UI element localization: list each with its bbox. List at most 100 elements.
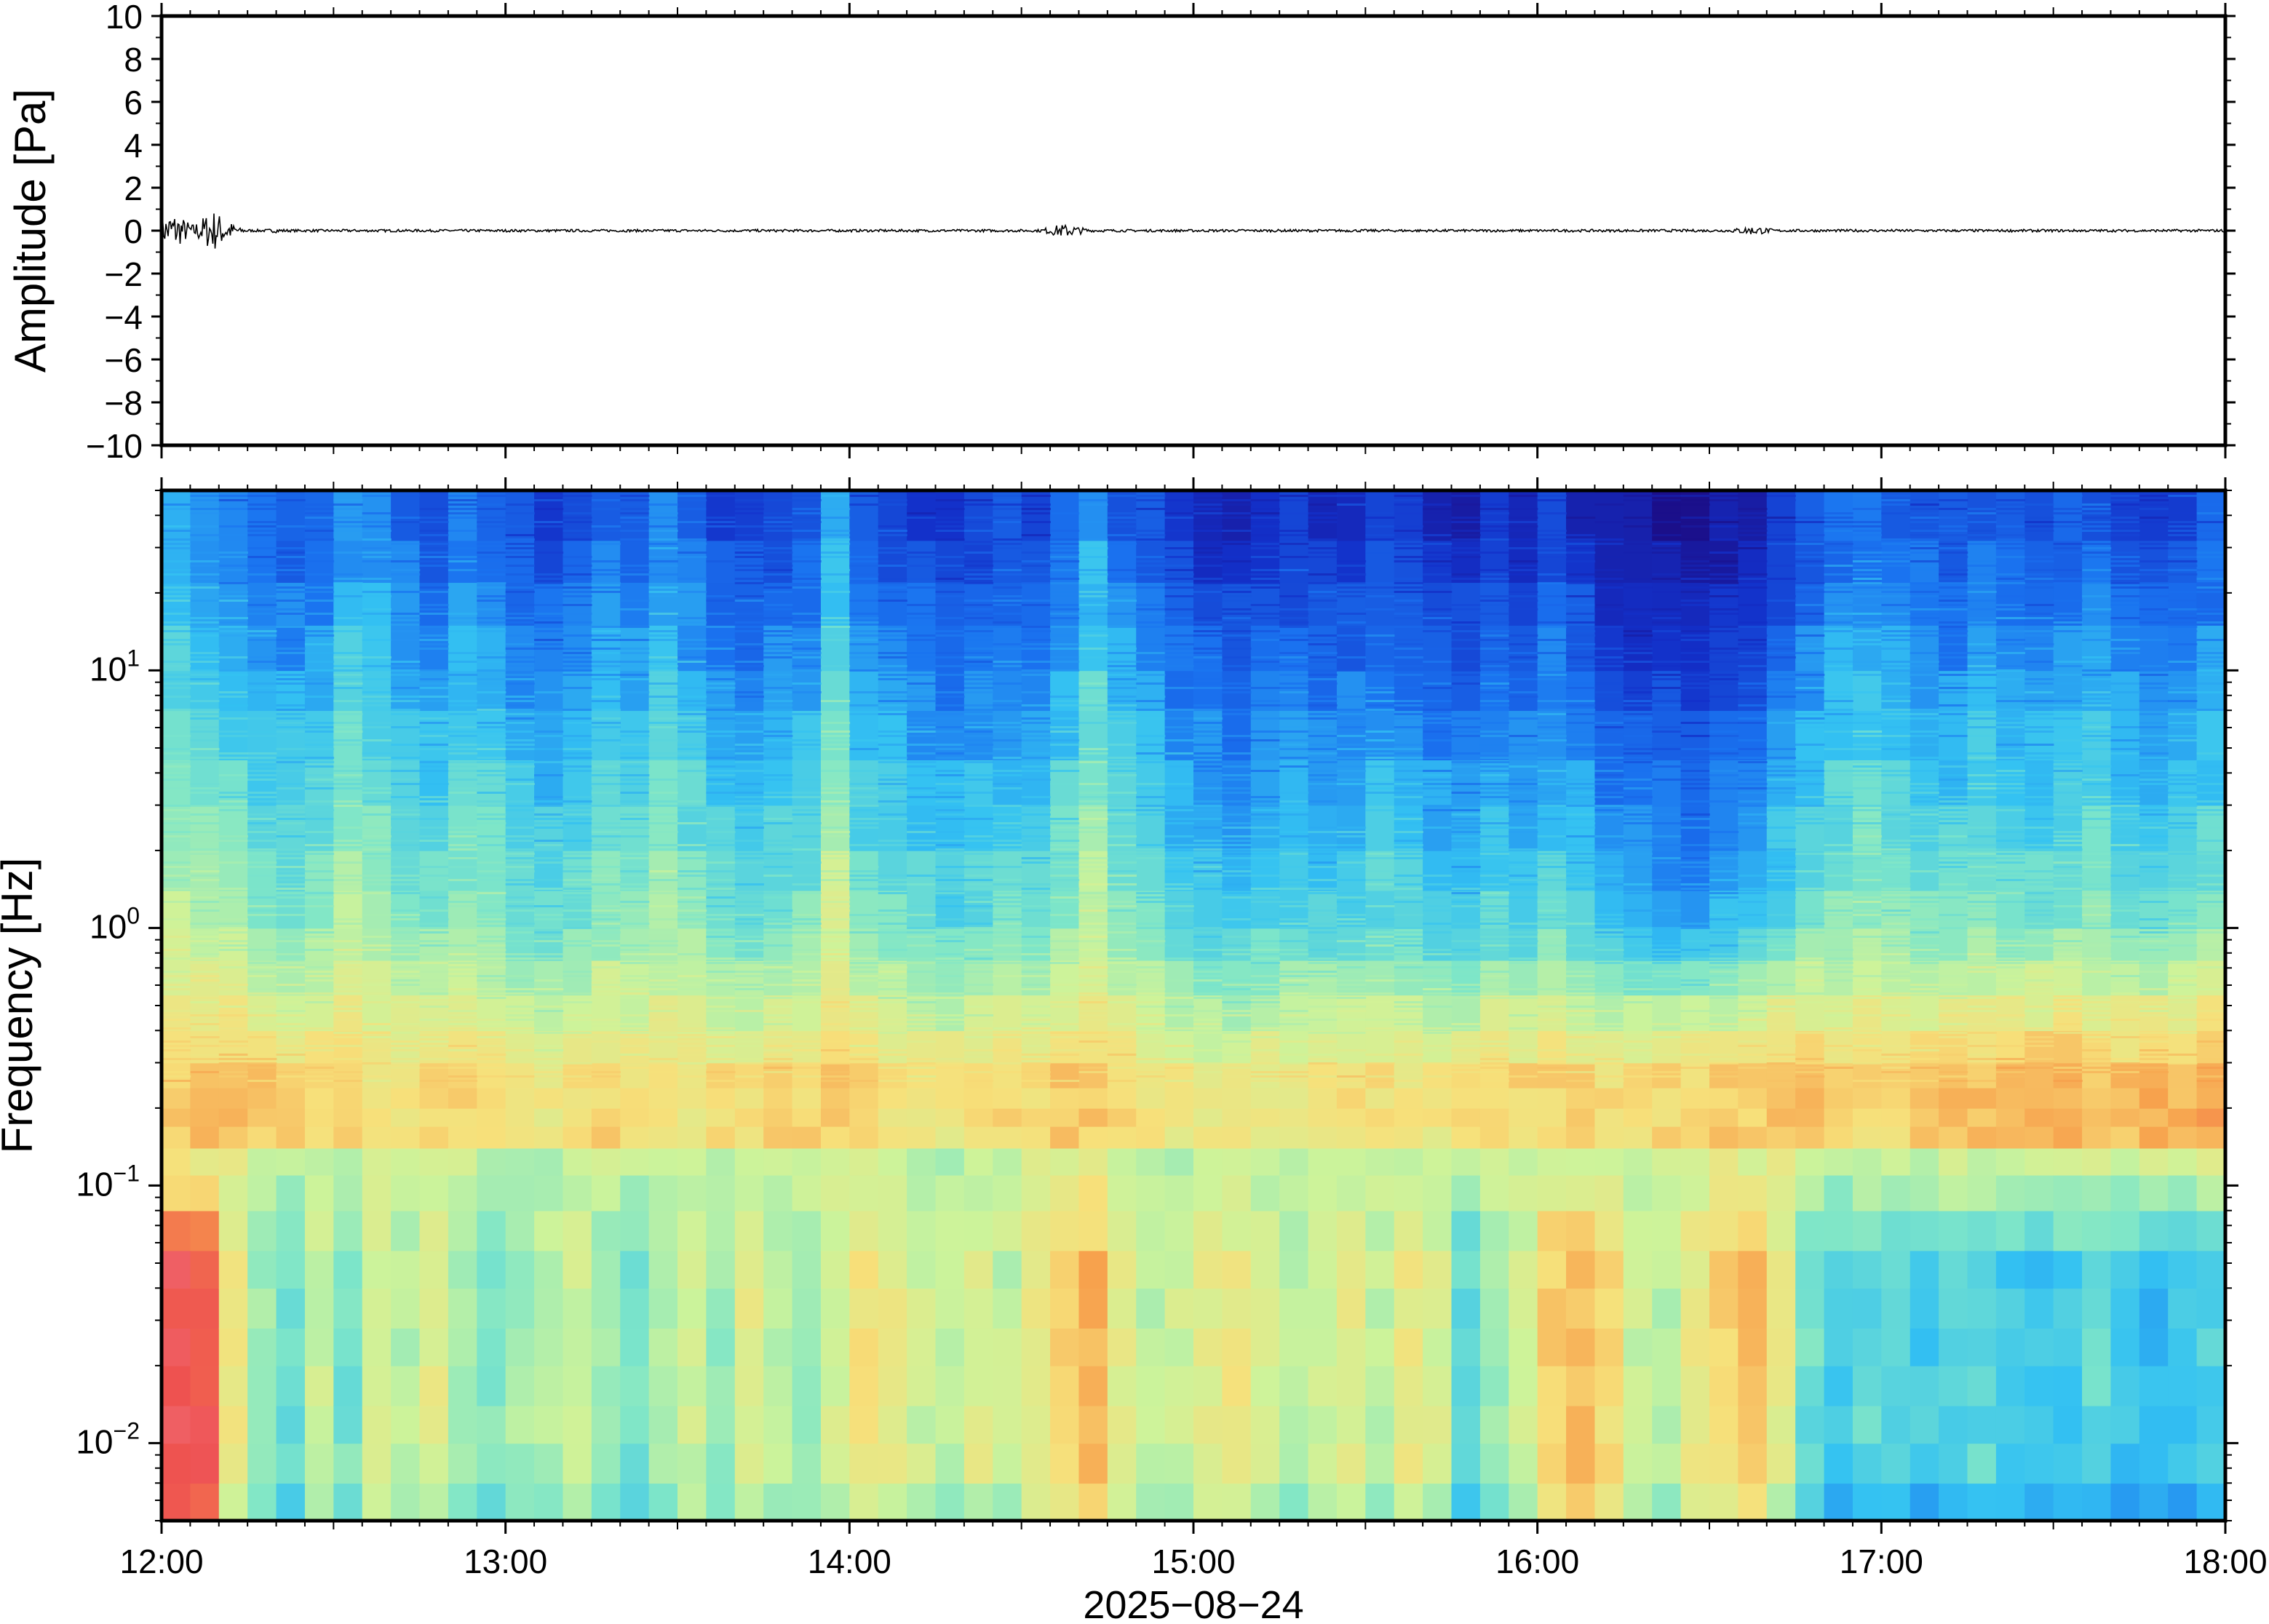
spectrogram-streak	[1164, 1080, 1194, 1082]
spectrogram-streak	[448, 984, 478, 986]
spectrogram-cell	[935, 1483, 965, 1521]
spectrogram-cell	[1279, 1210, 1309, 1251]
spectrogram-cell	[1222, 490, 1252, 541]
spectrogram-cell	[247, 1443, 277, 1484]
spectrogram-streak	[734, 761, 764, 763]
spectrogram-cell	[2168, 1328, 2198, 1366]
spectrogram-streak	[505, 809, 535, 811]
spectrogram-cell	[448, 1147, 478, 1176]
spectrogram-streak	[505, 800, 535, 803]
spectrogram-streak	[391, 779, 421, 781]
spectrogram-cell	[534, 1174, 564, 1211]
spectrogram-streak	[620, 499, 650, 501]
spectrogram-streak	[1164, 888, 1194, 890]
spectrogram-cell	[1738, 1443, 1768, 1484]
spectrogram-streak	[563, 517, 592, 519]
spectrogram-streak	[448, 835, 478, 837]
spectrogram-streak	[1021, 975, 1051, 977]
spectrogram-streak	[505, 1019, 535, 1021]
spectrogram-cell	[620, 1328, 650, 1366]
spectrogram-streak	[477, 669, 506, 672]
spectrogram-cell	[304, 1250, 335, 1289]
spectrogram-cell	[333, 670, 363, 712]
spectrogram-streak	[1078, 936, 1108, 938]
spectrogram-cell	[1881, 1250, 1911, 1289]
spectrogram-cell	[1423, 1250, 1453, 1289]
spectrogram-streak	[391, 892, 421, 894]
spectrogram-streak	[304, 861, 335, 864]
spectrogram-cell	[648, 1030, 678, 1064]
spectrogram-cell	[1910, 625, 1939, 672]
spectrogram-streak	[935, 726, 965, 728]
spectrogram-streak	[534, 499, 564, 501]
spectrogram-streak	[1050, 617, 1080, 619]
spectrogram-cell	[1394, 1030, 1423, 1064]
spectrogram-cell	[1795, 1443, 1825, 1484]
spectrogram-cell	[247, 540, 277, 584]
spectrogram-streak	[276, 499, 306, 501]
spectrogram-cell	[993, 1365, 1022, 1406]
spectrogram-streak	[162, 525, 191, 528]
spectrogram-streak	[1193, 652, 1223, 654]
spectrogram-streak	[534, 992, 564, 995]
spectrogram-streak	[534, 521, 564, 523]
spectrogram-streak	[849, 770, 879, 772]
spectrogram-cell	[1881, 995, 1911, 1032]
spectrogram-cell	[1537, 928, 1567, 961]
spectrogram-streak	[419, 508, 449, 510]
spectrogram-streak	[1050, 923, 1080, 925]
spectrogram-streak	[505, 1058, 535, 1060]
spectrogram-streak	[1107, 722, 1137, 724]
spectrogram-streak	[993, 586, 1022, 589]
spectrogram-cell	[878, 670, 907, 712]
spectrogram-cell	[1021, 1087, 1051, 1109]
spectrogram-streak	[1193, 626, 1223, 628]
spectrogram-streak	[1078, 604, 1108, 606]
spectrogram-cell	[2024, 1174, 2054, 1211]
spectrogram-streak	[1078, 499, 1108, 501]
spectrogram-streak	[993, 1062, 1022, 1064]
spectrogram-streak	[276, 779, 306, 781]
spectrogram-cell	[1623, 1288, 1653, 1329]
spectrogram-cell	[1050, 1483, 1080, 1521]
spectrogram-cell	[1050, 850, 1080, 891]
spectrogram-cell	[1336, 1147, 1367, 1176]
spectrogram-cell	[391, 1107, 421, 1127]
spectrogram-cell	[2196, 995, 2225, 1032]
spectrogram-streak	[362, 992, 392, 995]
spectrogram-cell	[993, 960, 1022, 996]
spectrogram-streak	[1193, 630, 1223, 632]
spectrogram-streak	[1107, 696, 1137, 698]
spectrogram-cell	[935, 490, 965, 541]
spectrogram-streak	[1078, 857, 1108, 859]
spectrogram-cell	[1709, 960, 1739, 996]
spectrogram-streak	[419, 840, 449, 842]
spectrogram-streak	[963, 648, 994, 650]
spectrogram-streak	[820, 621, 851, 624]
spectrogram-streak	[963, 883, 994, 885]
spectrogram-streak	[963, 962, 994, 964]
spectrogram-streak	[448, 901, 478, 903]
spectrogram-cell	[1824, 1483, 1853, 1521]
spectrogram-streak	[963, 835, 994, 837]
spectrogram-cell	[1164, 1288, 1194, 1329]
spectrogram-streak	[1050, 831, 1080, 833]
spectrogram-streak	[1078, 1010, 1108, 1012]
spectrogram-cell	[477, 1443, 506, 1484]
spectrogram-cell	[1910, 1288, 1939, 1329]
spectrogram-streak	[276, 1006, 306, 1008]
spectrogram-streak	[620, 626, 650, 628]
spectrogram-cell	[1479, 1210, 1510, 1251]
spectrogram-streak	[1107, 678, 1137, 680]
spectrogram-streak	[648, 779, 678, 781]
spectrogram-streak	[591, 765, 621, 768]
spectrogram-streak	[1021, 569, 1051, 571]
spectrogram-streak	[162, 971, 191, 973]
spectrogram-cell	[2082, 928, 2112, 961]
spectrogram-cell	[1995, 1405, 2026, 1444]
spectrogram-streak	[1107, 682, 1137, 685]
spectrogram-cell	[1193, 490, 1223, 541]
spectrogram-streak	[820, 517, 851, 519]
spectrogram-streak	[648, 717, 678, 720]
spectrogram-streak	[1164, 687, 1194, 689]
